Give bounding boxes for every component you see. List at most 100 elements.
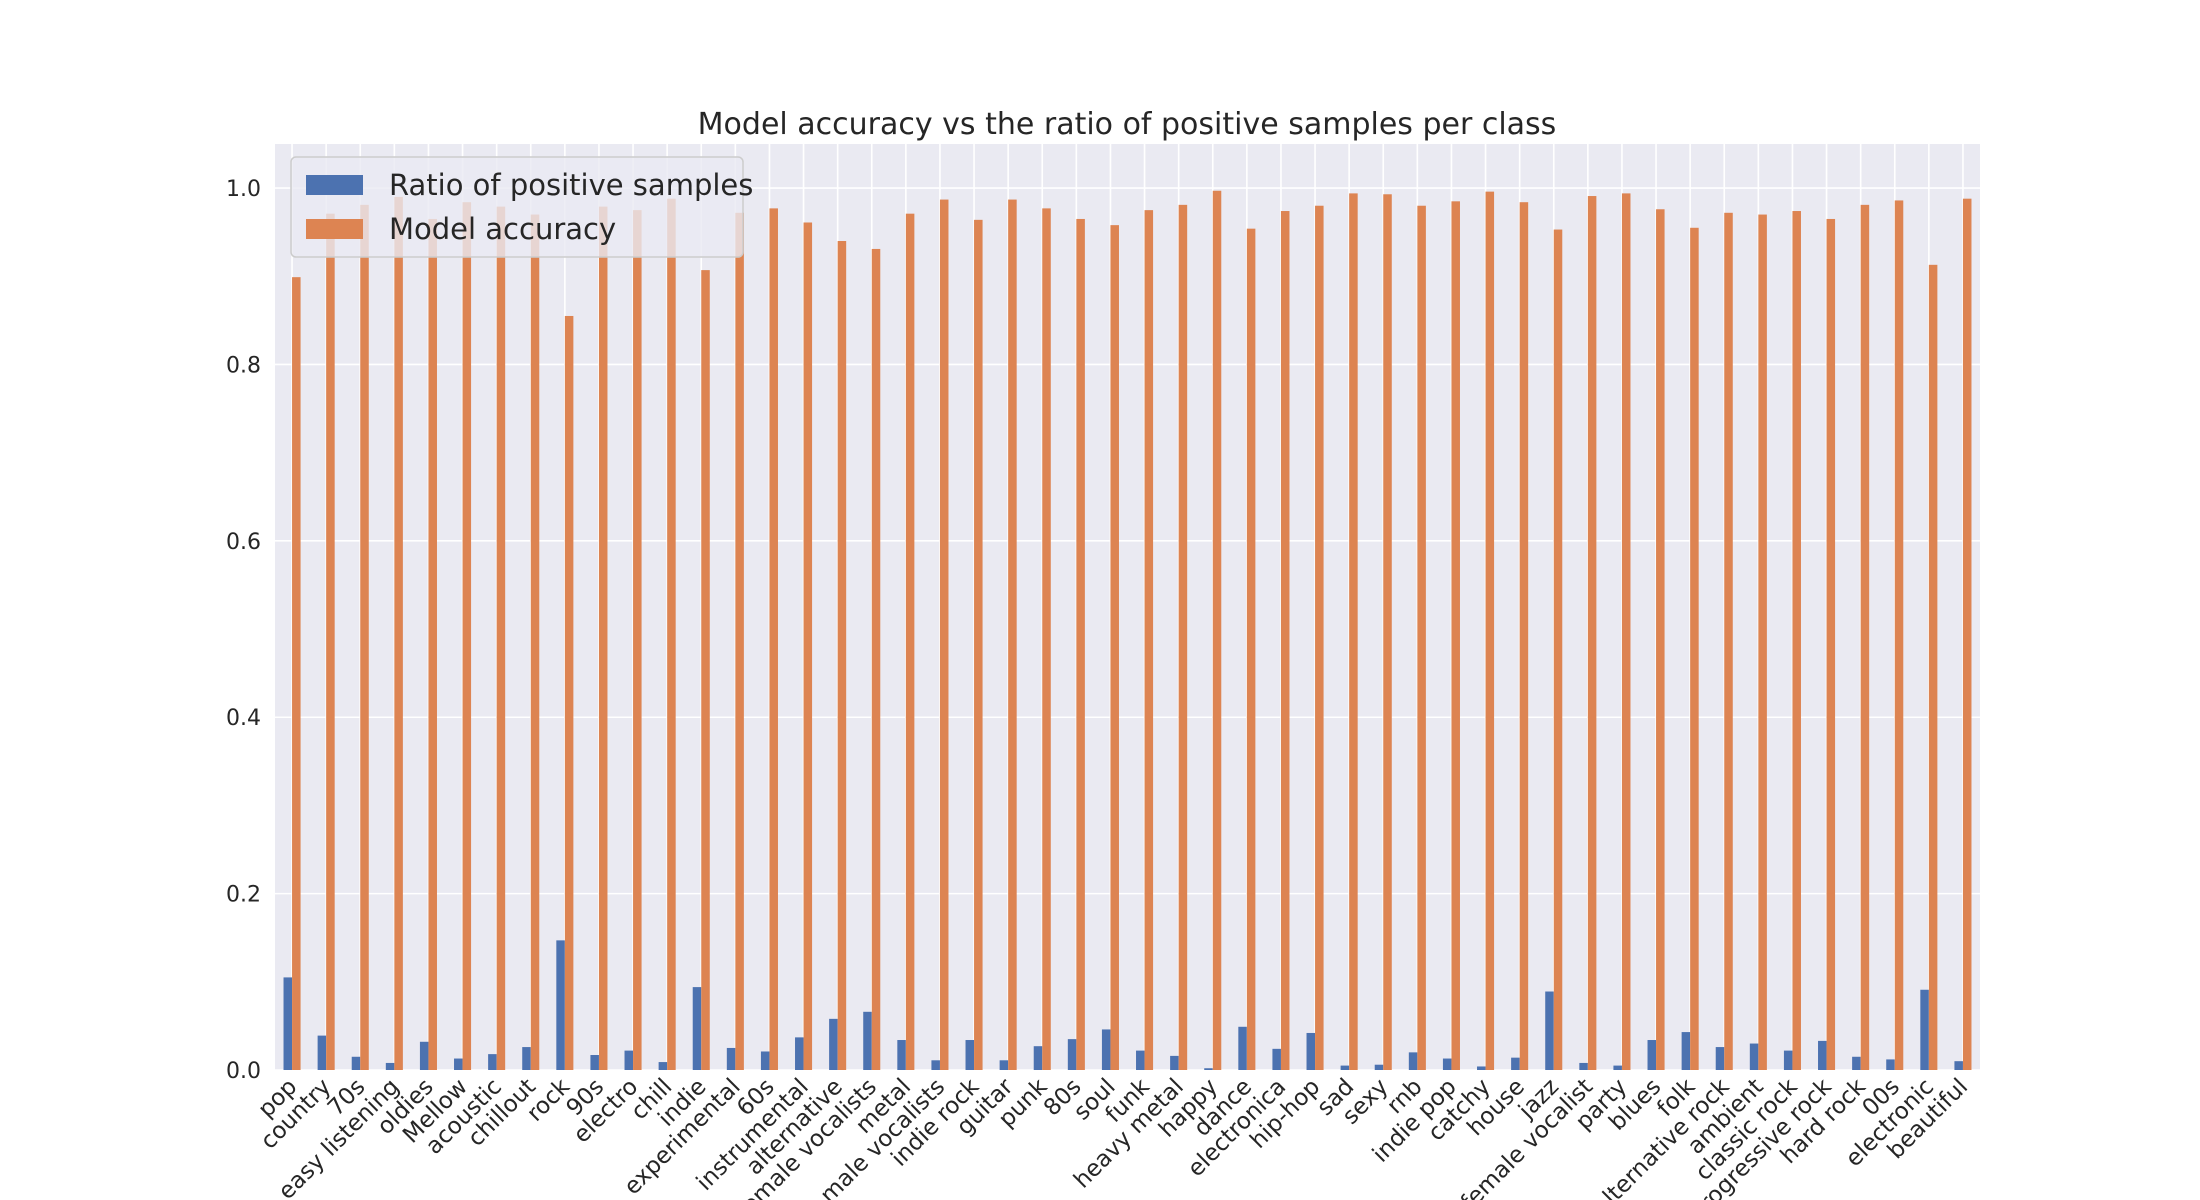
- legend-swatch-ratio: [306, 175, 363, 195]
- bar-accuracy: [837, 241, 847, 1070]
- y-tick-label: 0.2: [226, 883, 261, 908]
- bar-accuracy: [633, 210, 642, 1071]
- bar-ratio: [1033, 1046, 1043, 1070]
- y-tick-label: 1.0: [226, 177, 261, 202]
- y-tick-label: 0.0: [226, 1059, 261, 1084]
- y-tick-label: 0.8: [226, 353, 261, 378]
- bar-ratio: [317, 1035, 327, 1070]
- bar-accuracy: [905, 213, 915, 1070]
- bar-ratio: [1954, 1061, 1963, 1070]
- bar-accuracy: [496, 206, 506, 1070]
- bar-ratio: [1374, 1064, 1384, 1070]
- bar-accuracy: [1962, 198, 1972, 1070]
- bar-ratio: [829, 1018, 838, 1070]
- bar-ratio: [1545, 991, 1554, 1070]
- bar-accuracy: [735, 212, 744, 1070]
- bar-accuracy: [1315, 205, 1324, 1070]
- bar-accuracy: [1724, 212, 1733, 1070]
- bar-ratio: [1749, 1043, 1759, 1070]
- bar-ratio: [1204, 1068, 1213, 1070]
- bar-accuracy: [1246, 228, 1256, 1071]
- bar-accuracy: [1519, 202, 1529, 1071]
- bar-accuracy: [462, 202, 472, 1071]
- bar-accuracy: [1621, 193, 1631, 1071]
- bar-ratio: [999, 1060, 1009, 1070]
- y-axis: 0.0 0.2 0.4 0.6 0.8 1.0: [226, 177, 261, 1084]
- bar-accuracy: [1826, 218, 1836, 1070]
- bars: [283, 190, 1972, 1071]
- legend-swatch-accuracy: [306, 219, 363, 239]
- bar-accuracy: [1042, 208, 1051, 1071]
- bar-ratio: [1920, 989, 1929, 1070]
- bar-accuracy: [1690, 227, 1699, 1070]
- legend: Ratio of positive samples Model accuracy: [290, 156, 753, 258]
- bar-ratio: [624, 1050, 634, 1070]
- bar-ratio: [658, 1062, 668, 1070]
- legend-box: [290, 156, 744, 258]
- bar-accuracy: [1076, 218, 1085, 1070]
- bar-ratio: [1101, 1029, 1111, 1070]
- bar-ratio: [1715, 1047, 1725, 1070]
- bar-accuracy: [701, 270, 710, 1070]
- bar-ratio: [795, 1037, 804, 1070]
- bar-ratio: [1170, 1055, 1179, 1070]
- bar-accuracy: [871, 248, 881, 1071]
- bar-ratio: [1818, 1040, 1827, 1070]
- bar-ratio: [1408, 1052, 1418, 1070]
- legend-label-ratio: Ratio of positive samples: [389, 168, 753, 202]
- bar-accuracy: [803, 222, 813, 1071]
- y-tick-label: 0.6: [226, 530, 261, 555]
- bar-ratio: [965, 1040, 975, 1070]
- bar-accuracy: [974, 219, 983, 1070]
- chart-title: Model accuracy vs the ratio of positive …: [698, 107, 1557, 142]
- bar-ratio: [726, 1047, 736, 1070]
- bar-accuracy: [1656, 209, 1665, 1070]
- bar-ratio: [1886, 1059, 1895, 1070]
- bar-accuracy: [326, 213, 335, 1070]
- bar-accuracy: [939, 199, 949, 1070]
- bar-ratio: [760, 1051, 770, 1070]
- legend-label-accuracy: Model accuracy: [389, 212, 616, 246]
- bar-ratio: [1579, 1062, 1588, 1070]
- bar-accuracy: [1485, 191, 1495, 1070]
- bar-ratio: [1681, 1032, 1691, 1070]
- bar-accuracy: [292, 277, 301, 1071]
- bar-accuracy: [530, 214, 540, 1071]
- bar-ratio: [1783, 1050, 1793, 1070]
- bar-accuracy: [667, 198, 676, 1070]
- bar-accuracy: [769, 208, 778, 1071]
- bar-accuracy: [1451, 201, 1460, 1071]
- bar-accuracy: [1928, 264, 1938, 1071]
- bar-accuracy: [428, 218, 437, 1070]
- bar-ratio: [385, 1062, 395, 1070]
- bar-ratio: [556, 940, 565, 1070]
- bar-ratio: [1238, 1026, 1247, 1070]
- bar-ratio: [522, 1047, 531, 1070]
- bar-accuracy: [1178, 204, 1188, 1070]
- bar-accuracy: [1758, 214, 1767, 1071]
- bar-ratio: [931, 1060, 940, 1070]
- bar-accuracy: [1144, 210, 1154, 1071]
- bar-accuracy: [1110, 225, 1119, 1070]
- bar-accuracy: [564, 315, 574, 1070]
- bar-accuracy: [1349, 193, 1358, 1071]
- bar-ratio: [1477, 1066, 1486, 1070]
- bar-ratio: [1306, 1032, 1316, 1070]
- bar-ratio: [1272, 1048, 1281, 1070]
- bar-ratio: [1647, 1040, 1657, 1070]
- y-tick-label: 0.4: [226, 706, 261, 731]
- bar-accuracy: [1894, 200, 1904, 1071]
- bar-ratio: [419, 1041, 429, 1070]
- bar-accuracy: [1553, 229, 1563, 1070]
- bar-accuracy: [1008, 199, 1017, 1070]
- bar-ratio: [454, 1058, 463, 1070]
- bar-ratio: [351, 1056, 361, 1070]
- bar-ratio: [1511, 1057, 1520, 1070]
- bar-ratio: [1136, 1050, 1145, 1070]
- bar-ratio: [488, 1054, 497, 1070]
- bar-ratio: [1613, 1065, 1622, 1070]
- bar-ratio: [1852, 1056, 1861, 1070]
- bar-ratio: [1067, 1039, 1077, 1070]
